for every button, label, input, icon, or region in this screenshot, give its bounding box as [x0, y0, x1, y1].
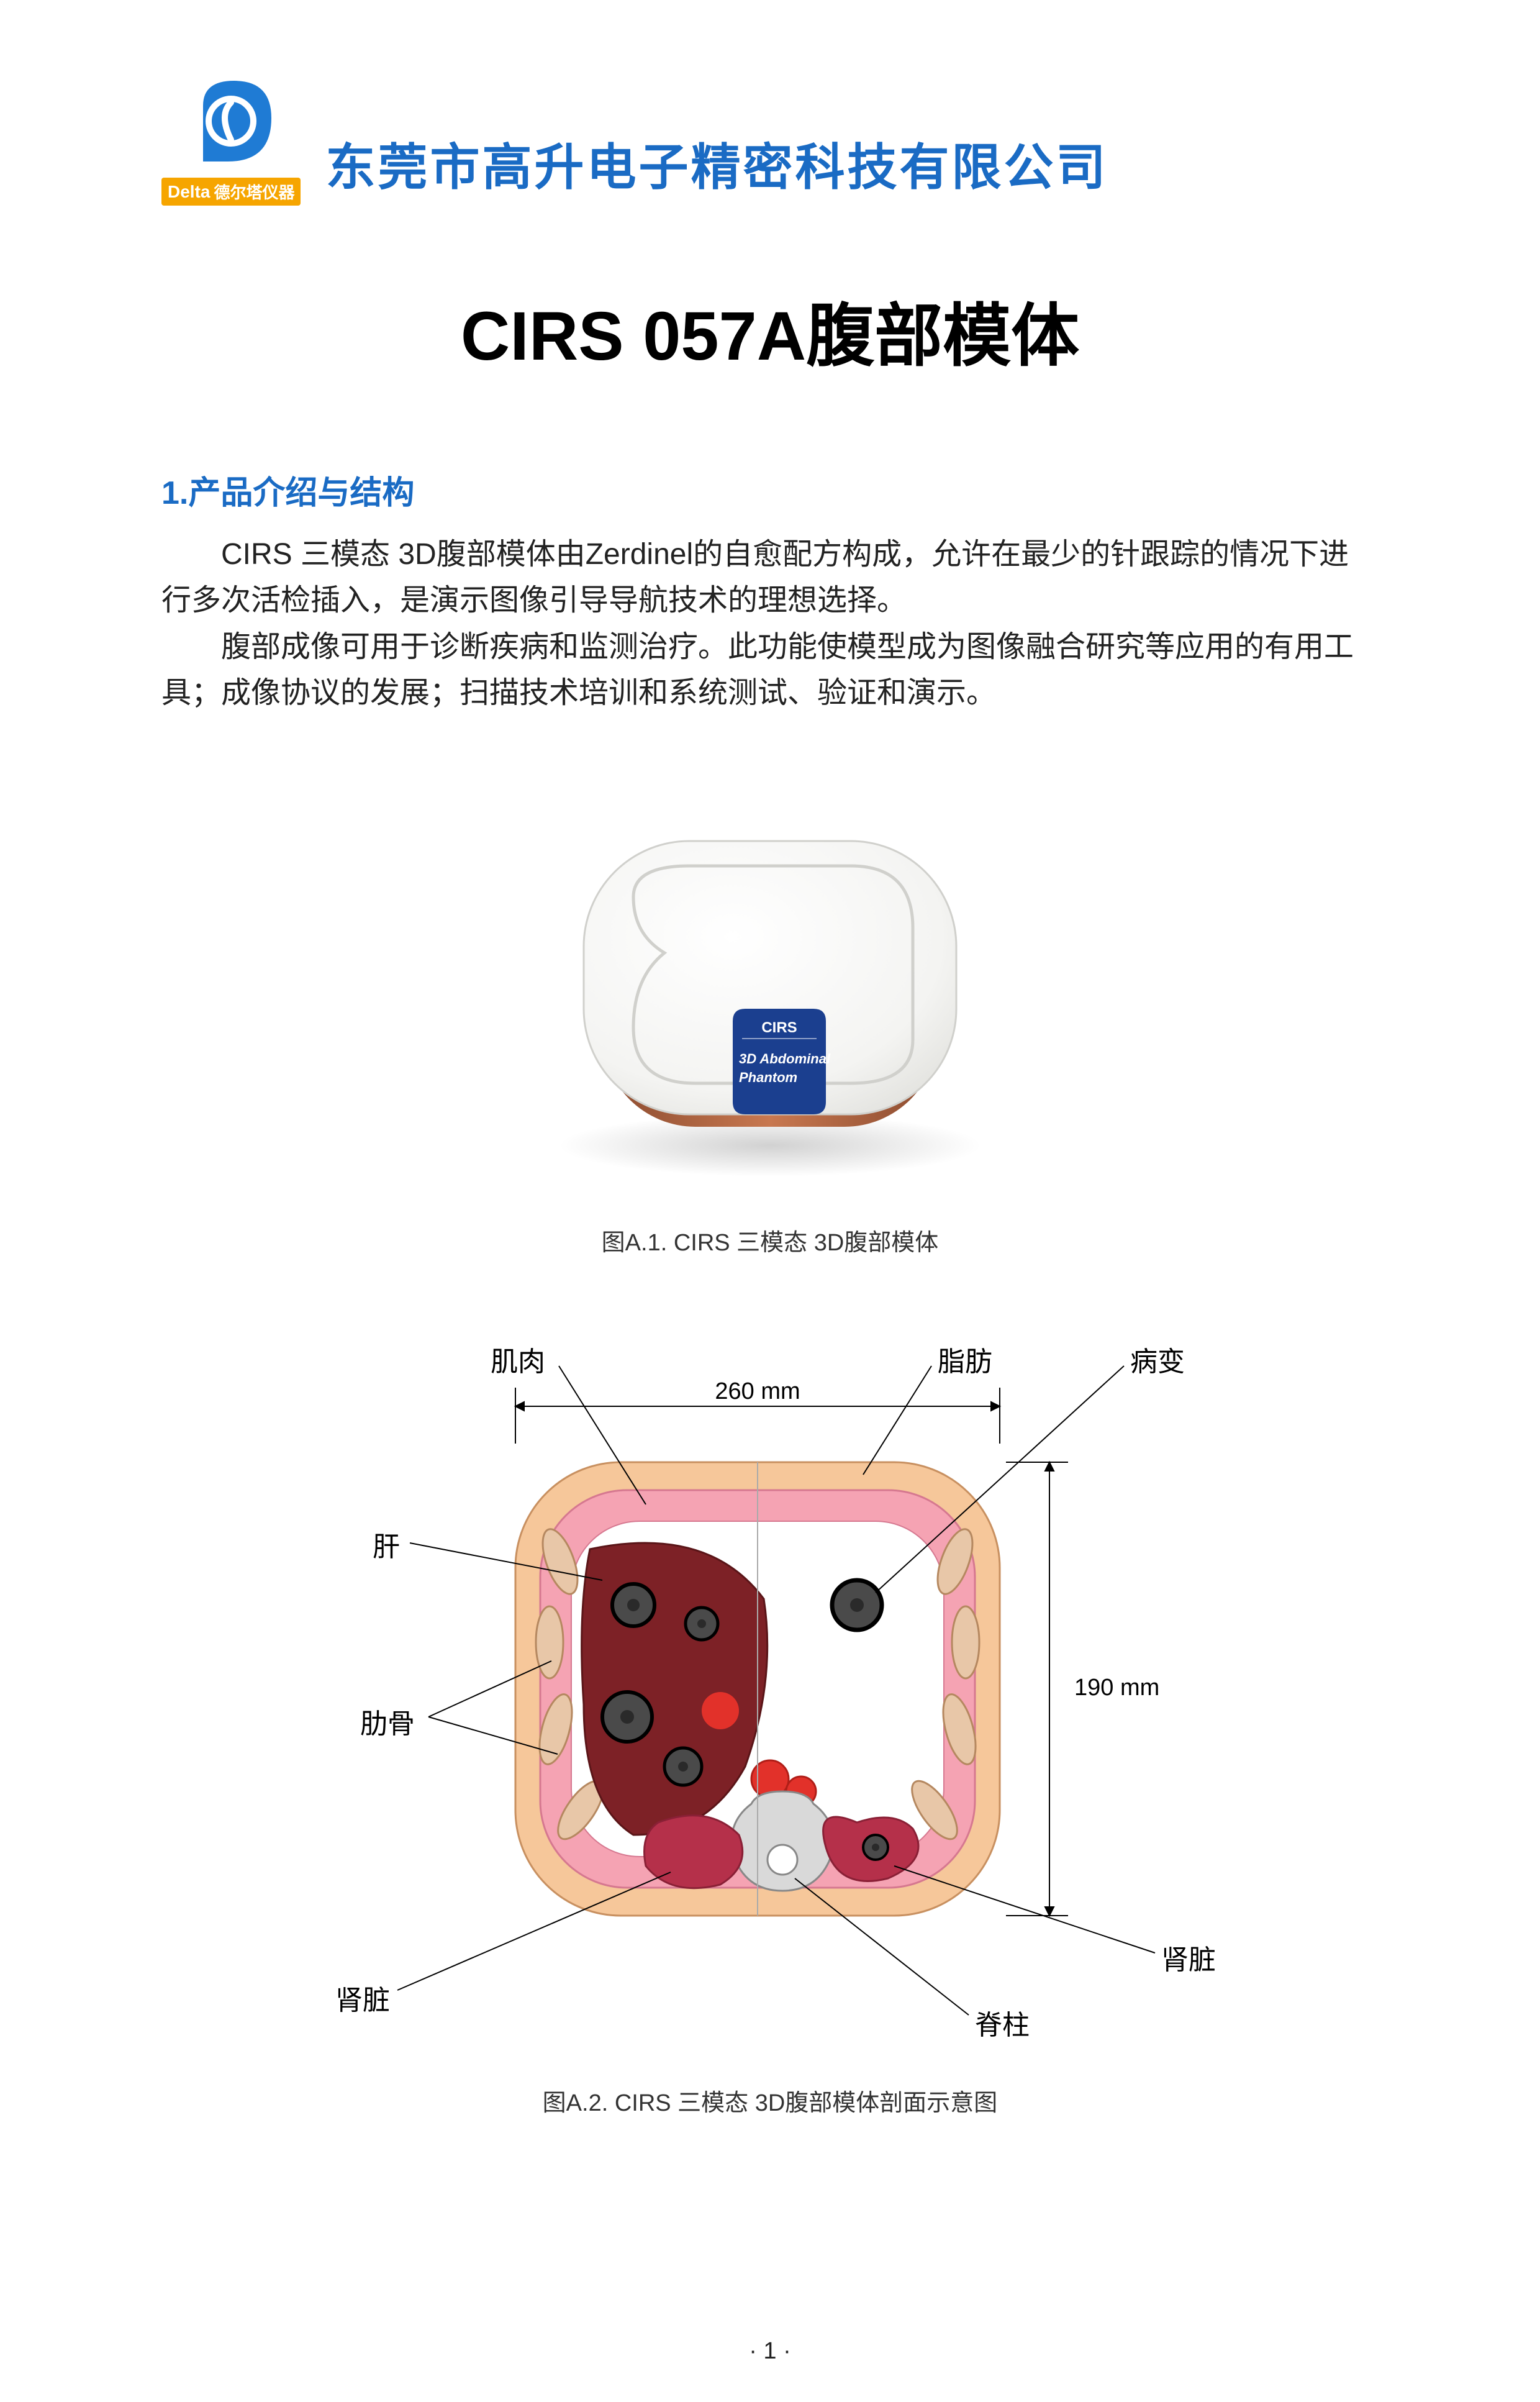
- label-rib: 肋骨: [360, 1701, 415, 1741]
- page-header: Delta 德尔塔仪器 东莞市高升电子精密科技有限公司: [161, 75, 1379, 206]
- label-fat: 脂肪: [938, 1339, 992, 1379]
- page-number: · 1 ·: [0, 2338, 1540, 2365]
- section1-para2: 腹部成像可用于诊断疾病和监测治疗。此功能使模型成为图像融合研究等应用的有用工具；…: [161, 624, 1379, 717]
- document-title: CIRS 057A腹部模体: [161, 280, 1379, 380]
- label-liver: 肝: [373, 1524, 400, 1564]
- label-spine: 脊柱: [975, 2003, 1030, 2042]
- figure2-wrap: 260 mm 190 mm: [161, 1332, 1379, 2118]
- label-lesion: 病变: [1130, 1339, 1185, 1379]
- label-kidney-left: 肾脏: [335, 1978, 390, 2018]
- logo-brand-cn: 德尔塔仪器: [214, 180, 294, 203]
- logo-brand: Delta: [168, 182, 210, 202]
- phantom-label-brand: CIRS: [761, 1019, 797, 1036]
- company-name: 东莞市高升电子精密科技有限公司: [325, 127, 1108, 206]
- figure1-phantom-photo: CIRS 3D Abdominal Phantom: [491, 791, 1049, 1189]
- figure2-caption: 图A.2. CIRS 三模态 3D腹部模体剖面示意图: [161, 2083, 1379, 2118]
- dim-width: 260 mm: [715, 1378, 800, 1404]
- figure2-diagram: 260 mm 190 mm: [273, 1332, 1267, 2065]
- figure1-wrap: CIRS 3D Abdominal Phantom 图A.1. CIRS 三模态…: [161, 717, 1379, 1257]
- label-muscle: 肌肉: [491, 1339, 545, 1379]
- phantom-label-line1: 3D Abdominal: [739, 1051, 831, 1067]
- logo-bar: Delta 德尔塔仪器: [161, 178, 301, 206]
- dim-height: 190 mm: [1074, 1675, 1159, 1701]
- logo-block: Delta 德尔塔仪器: [161, 75, 301, 206]
- section1-heading: 1.产品介绍与结构: [161, 466, 1379, 513]
- delta-logo-icon: [184, 75, 278, 174]
- figure1-caption: 图A.1. CIRS 三模态 3D腹部模体: [161, 1223, 1379, 1257]
- label-kidney-right: 肾脏: [1161, 1937, 1216, 1977]
- section1-para1: CIRS 三模态 3D腹部模体由Zerdinel的自愈配方构成，允许在最少的针跟…: [161, 532, 1379, 624]
- phantom-label-line2: Phantom: [739, 1070, 797, 1085]
